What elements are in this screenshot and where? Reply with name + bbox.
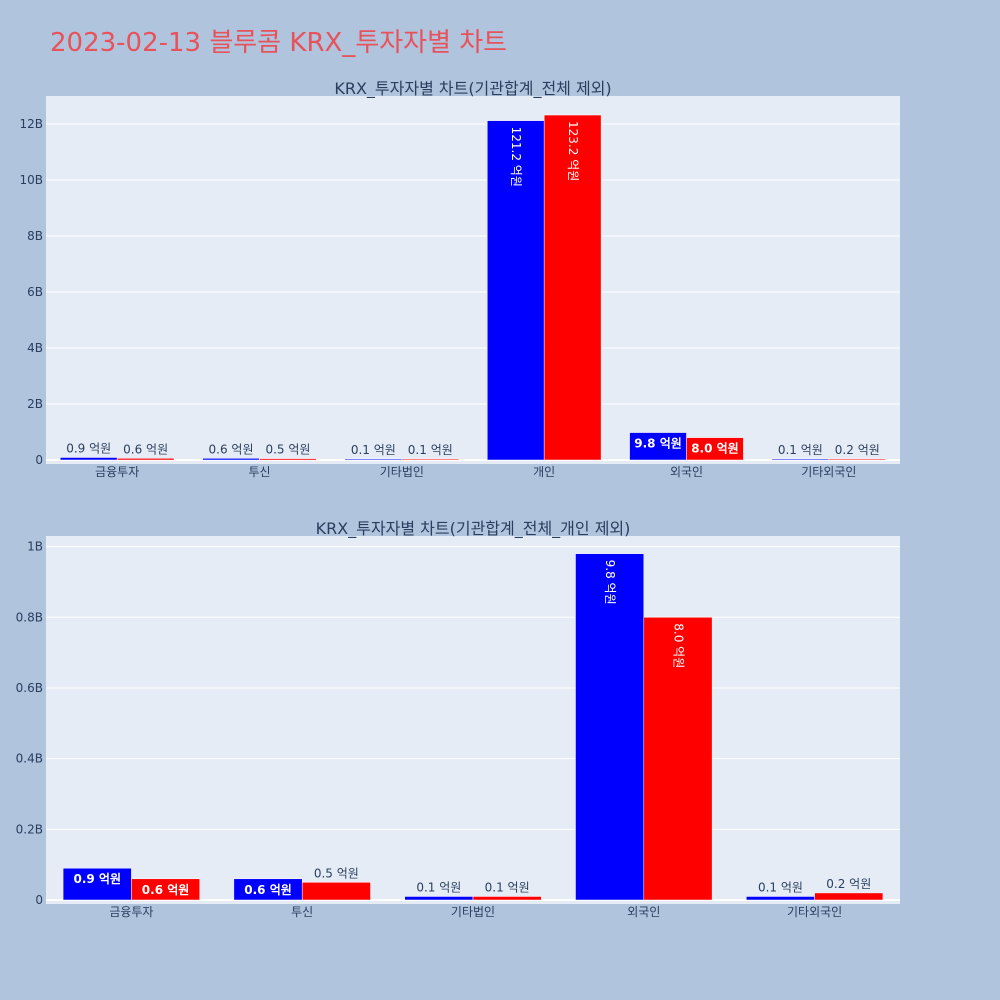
y-tick-label: 2B [27, 397, 43, 411]
bar [643, 617, 713, 901]
data-label: 0.1 억원 [351, 443, 396, 457]
x-tick-label: 기타외국인 [787, 905, 842, 919]
y-tick-label: 4B [27, 341, 43, 355]
bar [301, 882, 371, 901]
y-tick-label: 10B [19, 173, 43, 187]
bar [116, 458, 175, 461]
y-tick-label: 0 [35, 453, 43, 467]
data-label: 9.8 억원 [634, 437, 682, 451]
bar [259, 458, 317, 461]
chart-title: KRX_투자자별 차트(기관합계_전체_개인 제외) [316, 519, 631, 539]
y-tick-label: 6B [27, 285, 43, 299]
data-label: 123.2 억원 [566, 121, 580, 181]
investor-chart-excl-individual: 0 0.2B 0.4B 0.6B 0.8B 1B KRX_투자자별 차트(기관합계_전체_개… [16, 519, 900, 919]
bar [828, 458, 887, 461]
bar [202, 458, 260, 461]
bar [401, 458, 460, 461]
y-tick-label: 0.8B [16, 610, 43, 624]
data-label: 0.6 억원 [142, 883, 190, 897]
x-tick-label: 금융투자 [95, 465, 139, 479]
bar [686, 437, 744, 461]
bar [814, 892, 884, 901]
data-label: 0.9 억원 [66, 441, 111, 455]
bar [131, 878, 200, 901]
data-label: 0.6 억원 [209, 442, 254, 456]
data-label: 0.6 억원 [123, 442, 168, 456]
data-label: 0.1 억원 [408, 443, 453, 457]
y-tick-label: 12B [19, 117, 43, 131]
x-tick-label: 기타외국인 [801, 465, 856, 479]
x-tick-label: 기타법인 [451, 905, 495, 919]
bar [629, 432, 687, 461]
investor-chart-all: 0 2B 4B 6B 8B 10B 12B KRX_투자자별 차트(기관합계_전체 제외) 금융… [19, 79, 900, 479]
x-tick-label: 기타법인 [380, 465, 424, 479]
data-label: 121.2 억원 [509, 127, 523, 187]
data-label: 0.5 억원 [314, 866, 359, 880]
bar [404, 896, 474, 901]
x-tick-label: 외국인 [627, 905, 660, 919]
data-label: 0.5 억원 [265, 443, 310, 457]
plot-area [46, 96, 900, 464]
bar [344, 458, 403, 461]
data-label: 9.8 억원 [603, 560, 617, 605]
plot-area [46, 536, 900, 904]
x-tick-label: 개인 [533, 465, 555, 479]
data-label: 0.1 억원 [758, 880, 803, 894]
bar [59, 457, 118, 461]
bar [746, 896, 815, 901]
data-label: 0.1 억원 [485, 880, 530, 894]
bar [486, 120, 545, 461]
data-label: 0.1 억원 [416, 880, 461, 894]
x-tick-label: 외국인 [670, 465, 703, 479]
bar [62, 867, 132, 901]
data-label: 0.2 억원 [835, 443, 880, 457]
x-tick-label: 금융투자 [109, 905, 153, 919]
data-label: 0.9 억원 [73, 872, 121, 886]
data-label: 8.0 억원 [691, 442, 739, 456]
y-tick-label: 0 [35, 893, 43, 907]
data-label: 0.2 억원 [826, 877, 871, 891]
bar [575, 553, 645, 901]
data-label: 0.6 억원 [244, 883, 292, 897]
chart-title: KRX_투자자별 차트(기관합계_전체 제외) [334, 79, 611, 99]
data-label: 0.1 억원 [778, 443, 823, 457]
y-tick-label: 0.4B [16, 752, 43, 766]
bar [771, 458, 830, 461]
y-tick-label: 1B [27, 540, 43, 554]
x-tick-label: 투신 [248, 465, 270, 479]
bar [543, 114, 602, 461]
y-tick-label: 8B [27, 229, 43, 243]
x-tick-label: 투신 [291, 905, 313, 919]
y-tick-label: 0.6B [16, 681, 43, 695]
page-title: 2023-02-13 블루콤 KRX_투자자별 차트 [50, 28, 508, 58]
bar [472, 896, 542, 901]
data-label: 8.0 억원 [671, 623, 685, 668]
y-tick-label: 0.2B [16, 822, 43, 836]
